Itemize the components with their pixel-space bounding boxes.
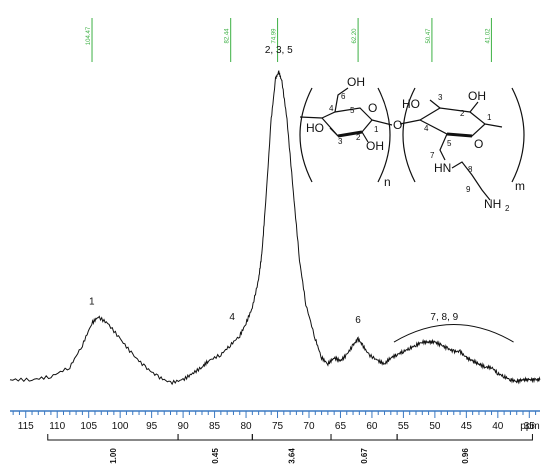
right-num-8: 8 [468,165,473,174]
integral-value-1: 0.45 [211,448,220,464]
right-num-3: 3 [438,93,443,102]
tick-label-8: 75 [272,421,284,432]
peak-marker-layer: 104.47 82.44 74.99 62.20 50.47 41.02 [86,18,492,62]
right-ring-bonds [418,107,486,137]
bracket-right-n [377,87,391,183]
peak-label-2: 4 [229,312,235,323]
structure-text: OH HO OH O 4 6 5 3 2 1 O HO OH O 3 2 4 1… [306,75,525,213]
bracket-right-m [511,87,525,183]
peak-marker-label-4: 50.47 [426,28,432,44]
integral-value-3: 0.67 [360,448,369,464]
nh2-label: NH [484,197,501,211]
left-ring-substituents [299,87,393,143]
tick-label-6: 85 [209,421,221,432]
left-ring-wedge [337,130,363,138]
peak-marker-label-3: 62.20 [352,28,358,44]
tick-label-9: 70 [303,421,315,432]
left-num-3: 3 [338,137,343,146]
integral-bracket-2 [251,434,332,441]
tick-label-7: 80 [240,421,252,432]
right-ring-o: O [474,137,483,151]
right-num-9: 9 [466,185,471,194]
tick-label-15: 40 [492,421,504,432]
integral-layer: 1.00 0.45 3.64 0.67 0.96 [47,434,533,464]
peak-group-arc [393,324,514,343]
tick-label-12: 55 [398,421,410,432]
right-num-1: 1 [487,113,492,122]
bracket-left-m [402,87,416,183]
peak-label-1: 2, 3, 5 [265,45,293,56]
right-num-4: 4 [424,124,429,133]
tick-label-13: 50 [429,421,441,432]
right-num-5: 5 [447,139,452,148]
peak-marker-label-2: 74.99 [272,28,278,44]
left-num-1: 1 [374,125,379,134]
right-ho: HO [402,97,420,111]
tick-label-16: 35 [524,421,536,432]
peak-marker-label-1: 82.44 [225,28,231,44]
axis-unit-label: ppm [520,421,539,432]
peak-label-4: 7, 8, 9 [430,312,458,323]
peak-marker-label-5: 41.02 [485,28,491,44]
right-num-7: 7 [430,151,435,160]
integral-value-4: 0.96 [461,448,470,464]
tick-label-14: 45 [461,421,473,432]
left-num-4: 4 [329,104,334,113]
integral-value-2: 3.64 [288,448,297,464]
integral-bracket-3 [330,434,398,441]
left-ho: HO [306,121,324,135]
peak-label-3: 6 [355,315,361,326]
right-oh: OH [468,89,486,103]
hn-label: HN [434,161,451,175]
m-repeat-label: m [515,179,525,193]
n-repeat-label: n [384,175,391,189]
right-ring-substituents [399,99,503,201]
left-num-6: 6 [341,92,346,101]
left-oh-bottom: OH [366,139,384,153]
right-ring-wedge [446,132,473,138]
peak-marker-label-0: 104.47 [86,26,92,45]
left-ring-o: O [368,101,377,115]
tick-label-2: 105 [80,421,97,432]
tick-label-11: 60 [366,421,378,432]
peak-label-0: 1 [89,296,95,307]
chitosan-derivative-structure [299,87,525,201]
integral-bracket-1 [177,434,253,441]
integral-bracket-0 [47,434,179,441]
tick-label-1: 110 [49,421,65,432]
tick-label-5: 90 [178,421,190,432]
integral-value-0: 1.00 [109,448,118,464]
tick-label-10: 65 [335,421,347,432]
tick-label-4: 95 [146,421,158,432]
left-num-5: 5 [350,106,355,115]
left-oh-top: OH [347,75,365,89]
right-num-2: 2 [460,109,465,118]
spectrum-layer [9,70,541,386]
tick-label-0: 115 [18,421,34,432]
left-num-2: 2 [356,133,361,142]
bracket-left-n [299,87,313,183]
integral-bracket-4 [396,434,533,441]
nh2-subscript: 2 [505,204,510,213]
tick-label-3: 100 [112,421,129,432]
spectrum-line [9,70,541,386]
ppm-axis: 115 110 105 100 95 90 85 80 75 70 65 60 55 50 45 40 35pp… [10,410,540,432]
peak-label-layer: 12, 3, 54 6 7, 8, 9 [89,45,514,343]
linker-o: O [393,118,402,132]
